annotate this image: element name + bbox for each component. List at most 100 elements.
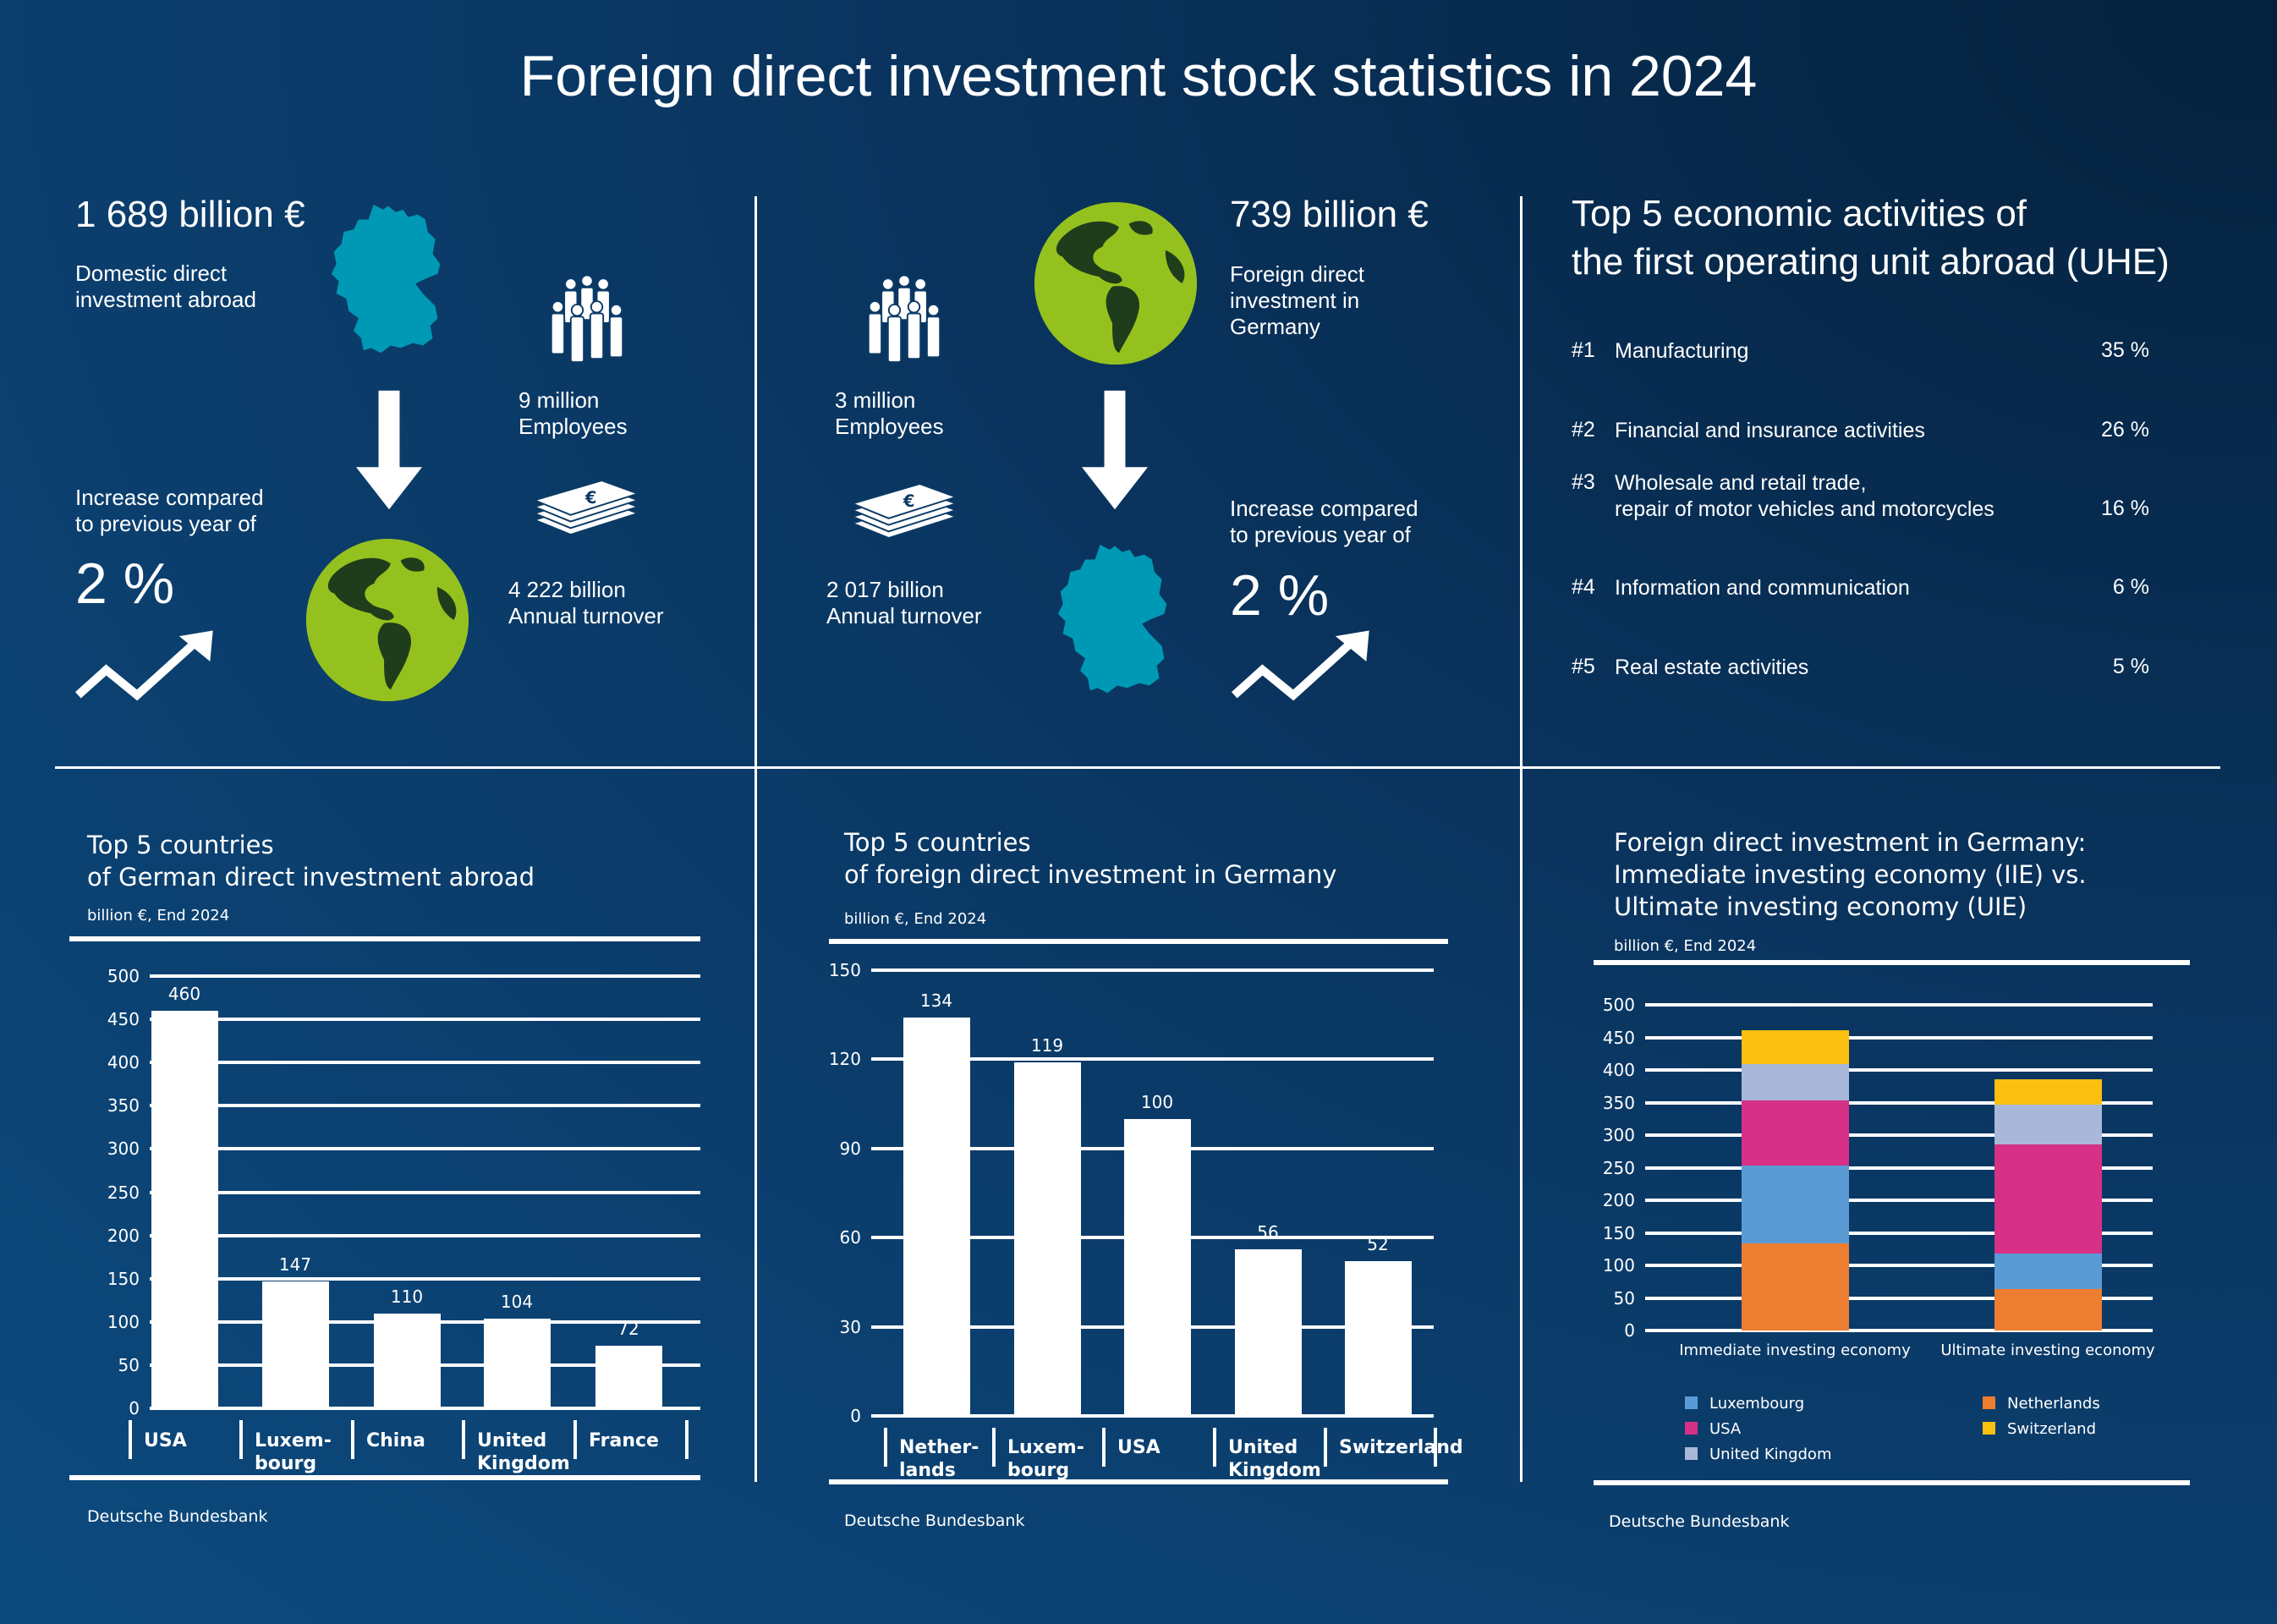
bar-value-label: 119 <box>1030 1034 1064 1056</box>
category-separator <box>1324 1428 1327 1467</box>
y-tick-label: 100 <box>1602 1255 1635 1276</box>
legend-label: USA <box>1709 1420 1742 1438</box>
gridline <box>150 1104 700 1108</box>
category-label: United Kingdom <box>477 1430 570 1474</box>
trend-up-icon <box>75 630 216 701</box>
category-label: Luxem- bourg <box>255 1430 332 1474</box>
stack-segment-usa <box>1994 1144 2102 1254</box>
category-label: Immediate investing economy <box>1679 1341 1911 1359</box>
outward-increase-label: Increase compared to previous year of <box>75 485 264 536</box>
activity-share: 5 % <box>2112 655 2149 678</box>
bar-1 <box>261 1281 329 1410</box>
activity-label: Financial and insurance activities <box>1615 419 1925 442</box>
bar-1 <box>1013 1062 1081 1418</box>
y-tick-label: 150 <box>828 960 861 980</box>
euro-banknotes-icon <box>851 477 957 550</box>
bar-value-label: 147 <box>278 1254 312 1275</box>
bar-4 <box>595 1346 662 1410</box>
y-tick-label: 60 <box>839 1227 861 1248</box>
y-tick-label: 150 <box>107 1268 140 1289</box>
bar-value-label: 134 <box>919 990 953 1012</box>
y-tick-label: 350 <box>1602 1092 1635 1113</box>
gridline <box>1645 1035 2153 1040</box>
gridline <box>1645 1199 2153 1202</box>
legend-item: United Kingdom <box>1685 1446 1831 1463</box>
chart1-bottom-rule <box>69 1475 700 1480</box>
outward-increase-value: 2 % <box>75 551 175 616</box>
legend-label: Switzerland <box>2007 1420 2096 1438</box>
activity-rank: #2 <box>1572 418 1595 442</box>
category-separator <box>462 1420 465 1459</box>
gridline <box>1645 1329 2153 1332</box>
chart3-subtitle: billion €, End 2024 <box>1614 937 1757 955</box>
globe-icon <box>305 537 470 703</box>
activity-rank: #1 <box>1572 338 1595 362</box>
gridline <box>1645 1296 2153 1300</box>
chart1-source: Deutsche Bundesbank <box>87 1507 268 1526</box>
stack-segment-usa <box>1741 1100 1849 1166</box>
activity-rank: #5 <box>1572 655 1595 678</box>
y-tick-label: 0 <box>1624 1320 1635 1341</box>
category-separator <box>129 1420 132 1459</box>
y-tick-label: 400 <box>107 1052 140 1073</box>
activities-title: Top 5 economic activities of the first o… <box>1572 193 2170 283</box>
gridline <box>1645 1003 2153 1007</box>
activity-label: Manufacturing <box>1615 339 1749 363</box>
employees-icon <box>864 274 945 372</box>
chart2-subtitle: billion €, End 2024 <box>844 910 987 928</box>
chart1-title: Top 5 countries of German direct investm… <box>87 831 535 892</box>
legend-swatch <box>1983 1422 1995 1435</box>
legend-swatch <box>1685 1447 1698 1460</box>
down-arrow-icon <box>356 389 422 511</box>
y-tick-label: 100 <box>107 1311 140 1332</box>
gridline <box>871 1057 1434 1062</box>
chart2-bottom-rule <box>829 1479 1448 1484</box>
bar-value-label: 104 <box>500 1291 534 1312</box>
gridline <box>150 1061 700 1065</box>
inward-label: Foreign direct investment in Germany <box>1230 261 1364 339</box>
chart3-bottom-rule <box>1594 1480 2190 1485</box>
category-label: France <box>589 1430 659 1451</box>
y-tick-label: 90 <box>839 1138 861 1159</box>
activity-share: 35 % <box>2101 338 2149 362</box>
category-separator <box>992 1428 996 1467</box>
activity-label: Information and communication <box>1615 576 1910 600</box>
category-separator <box>1102 1428 1106 1467</box>
bar-2 <box>373 1313 441 1410</box>
stack-segment-luxembourg <box>1741 1166 1849 1243</box>
y-tick-label: 250 <box>107 1182 140 1203</box>
y-tick-label: 0 <box>129 1398 140 1418</box>
y-tick-label: 50 <box>118 1354 140 1375</box>
gridline <box>1645 1068 2153 1072</box>
bar-3 <box>483 1318 551 1410</box>
activity-row: #5 Real estate activities 5 % <box>1572 655 2164 709</box>
y-tick-label: 200 <box>1602 1190 1635 1210</box>
inward-increase-value: 2 % <box>1230 563 1330 628</box>
inward-amount: 739 billion € <box>1230 194 1429 235</box>
globe-icon <box>1033 200 1199 366</box>
gridline <box>871 968 1434 972</box>
y-tick-label: 30 <box>839 1316 861 1337</box>
outward-turnover: 4 222 billion Annual turnover <box>508 577 664 628</box>
legend-swatch <box>1685 1396 1698 1409</box>
legend-swatch <box>1685 1422 1698 1435</box>
category-separator <box>1434 1428 1437 1467</box>
bar-value-label: 460 <box>167 983 201 1004</box>
bar-0 <box>903 1018 970 1418</box>
chart2-source: Deutsche Bundesbank <box>844 1512 1025 1530</box>
gridline <box>150 1190 700 1194</box>
activity-share: 6 % <box>2112 575 2149 599</box>
bar-4 <box>1344 1261 1412 1418</box>
activity-share: 16 % <box>2101 497 2149 520</box>
chart1-subtitle: billion €, End 2024 <box>87 907 230 924</box>
chart3-top-rule <box>1594 960 2190 965</box>
stack-segment-luxembourg <box>1994 1254 2102 1289</box>
chart2-top-rule <box>829 939 1448 944</box>
chart3-title: Foreign direct investment in Germany: Im… <box>1614 828 2087 921</box>
employees-icon <box>546 274 628 372</box>
legend-item: Switzerland <box>1983 1420 2096 1438</box>
category-separator <box>685 1420 689 1459</box>
divider-vertical-2 <box>1520 196 1523 1482</box>
gridline <box>1645 1133 2153 1137</box>
y-tick-label: 500 <box>107 966 140 986</box>
